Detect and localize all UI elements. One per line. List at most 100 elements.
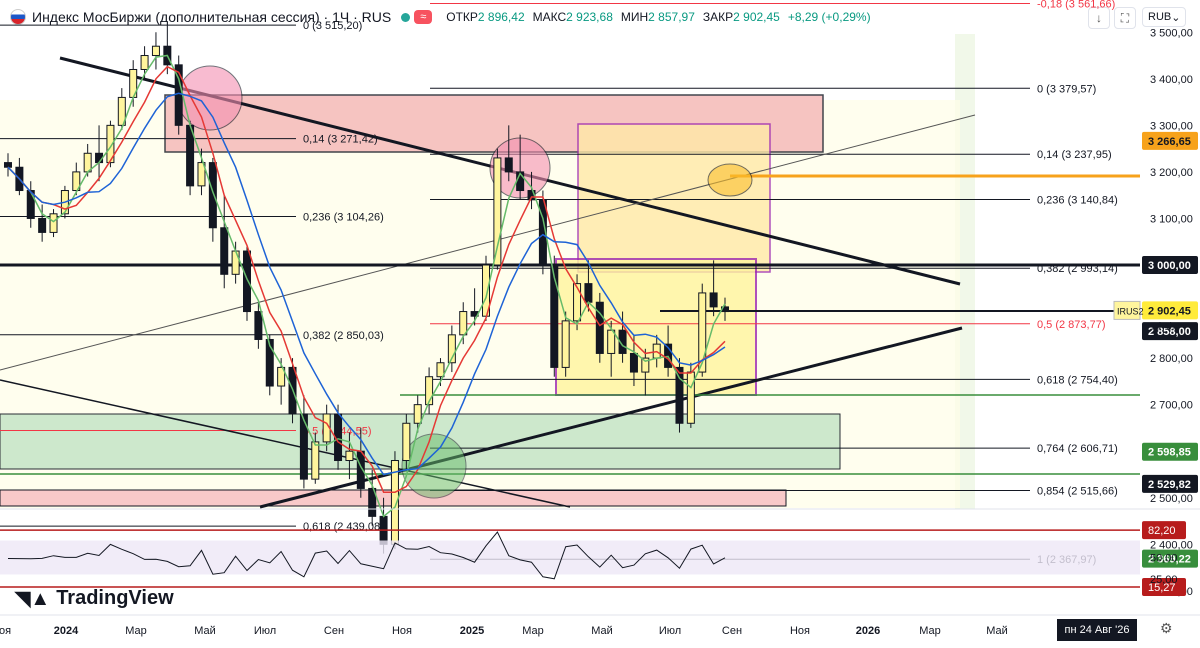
- candle: [516, 171, 525, 192]
- highlight-zone: [0, 100, 960, 508]
- candle: [265, 338, 274, 387]
- candle: [664, 343, 673, 368]
- candle: [493, 157, 502, 266]
- fib-right-label: 0,5 (2 873,77): [1037, 319, 1106, 331]
- candle: [38, 217, 47, 233]
- high-value: 2 923,68: [566, 10, 613, 24]
- time-tick: Июл: [659, 625, 681, 637]
- symbol-title[interactable]: Индекс МосБиржи (дополнительная сессия) …: [32, 9, 392, 25]
- candle: [129, 68, 138, 98]
- candle: [527, 190, 536, 201]
- candle: [573, 283, 582, 322]
- fib-right-label: 0,854 (2 515,66): [1037, 485, 1118, 497]
- candle: [72, 171, 81, 192]
- candle: [652, 343, 661, 359]
- time-tick: Май: [194, 625, 216, 637]
- rsi-line: [7, 531, 726, 580]
- rsi-tick: 25,00: [1150, 574, 1178, 586]
- candle: [561, 320, 570, 368]
- symbol-tag: IRUS2: [1117, 306, 1144, 316]
- fullscreen-icon[interactable]: ⛶: [1114, 7, 1136, 29]
- close-value: 2 902,45: [733, 10, 780, 24]
- candle: [174, 64, 183, 126]
- open-value: 2 896,42: [477, 10, 525, 24]
- candle: [641, 357, 650, 373]
- ohlc-values: ОТКР2 896,42 МАКС2 923,68 МИН2 857,97 ЗА…: [446, 10, 870, 24]
- time-tick: Июл: [254, 625, 276, 637]
- sell-button[interactable]: 2 902,45 ПРОДАТЬ: [10, 35, 80, 69]
- price-tick: 3 100,00: [1150, 213, 1193, 225]
- russia-flag-icon: [10, 9, 26, 25]
- arrow-down-icon[interactable]: ↓: [1088, 7, 1110, 29]
- candle: [675, 366, 684, 424]
- time-tick: Май: [986, 625, 1008, 637]
- price-tag-bg: [1142, 256, 1198, 274]
- time-tick: оя: [0, 625, 11, 637]
- consolidation-zone: [555, 258, 757, 396]
- market-status-icon: [401, 12, 411, 22]
- ma-fast-line: [7, 54, 726, 518]
- candle: [447, 334, 456, 364]
- rsi-upper-tag: 82,20: [1148, 525, 1176, 537]
- price-tag-bg: [1142, 549, 1198, 568]
- fib-right-label: 0,382 (2 993,14): [1037, 263, 1118, 275]
- candle: [15, 166, 24, 192]
- candle: [550, 264, 559, 368]
- resistance-zone: [164, 94, 824, 153]
- wave-icon[interactable]: ≈: [414, 10, 433, 24]
- target-zone: [577, 123, 771, 273]
- currency-label: RUB: [1148, 11, 1172, 23]
- time-tick: Мар: [125, 625, 147, 637]
- candle: [4, 162, 12, 168]
- price-tag-bg: [1142, 131, 1198, 150]
- time-tick: 2025: [460, 625, 484, 637]
- time-tick: 2024: [54, 625, 79, 637]
- downtrend-line: [59, 56, 961, 286]
- time-tick: Мар: [919, 625, 941, 637]
- candle: [345, 450, 354, 462]
- time-tick: Ноя: [790, 625, 810, 637]
- candle: [26, 190, 35, 219]
- price-tick: 2 500,00: [1150, 493, 1193, 505]
- candle: [470, 311, 479, 317]
- candle: [322, 413, 331, 443]
- candle: [208, 162, 217, 229]
- price-tag: 3 000,00: [1148, 260, 1191, 272]
- candle: [379, 515, 388, 545]
- candle: [425, 376, 434, 406]
- gear-icon[interactable]: ⚙: [1160, 620, 1173, 636]
- candle: [334, 413, 343, 462]
- currency-select[interactable]: RUB ⌄: [1142, 7, 1186, 27]
- indicators-toggle[interactable]: ⌄ 2: [12, 77, 32, 91]
- candle: [60, 190, 69, 215]
- low-label: МИН: [620, 10, 649, 24]
- candle: [311, 441, 320, 480]
- price-tick: 2 700,00: [1150, 400, 1193, 412]
- candle: [607, 329, 616, 354]
- spread-value: 0,00: [88, 44, 108, 55]
- price-tick: 3 200,00: [1150, 167, 1193, 179]
- price-tag: 2 369,22: [1148, 554, 1191, 566]
- price-tick: 2 600,00: [1150, 446, 1193, 458]
- price-tag-bg: [1142, 474, 1198, 493]
- candle: [459, 311, 468, 336]
- time-tick: Май: [591, 625, 613, 637]
- candle: [390, 460, 399, 545]
- candle: [709, 292, 718, 308]
- tradingview-logo: ◥▲ TradingView: [15, 586, 174, 611]
- rsi-upper-tag-bg: [1142, 521, 1186, 540]
- price-tick: 3 400,00: [1150, 74, 1193, 86]
- price-tick: 3 300,00: [1150, 120, 1193, 132]
- rsi-band: [0, 540, 1140, 575]
- candle: [254, 311, 263, 340]
- fib-left-label: 0,5 (2 644,55): [303, 425, 372, 437]
- price-axis: [1140, 34, 1200, 509]
- candle: [618, 329, 627, 354]
- tv-logo-icon: ◥▲: [15, 588, 51, 610]
- candle: [197, 162, 206, 187]
- price-tick: 3 000,00: [1150, 260, 1193, 272]
- price-tick: 2 300,00: [1150, 586, 1193, 598]
- buy-button[interactable]: 2 902,45 КУПИТЬ: [116, 35, 186, 69]
- high-label: МАКС: [532, 10, 567, 24]
